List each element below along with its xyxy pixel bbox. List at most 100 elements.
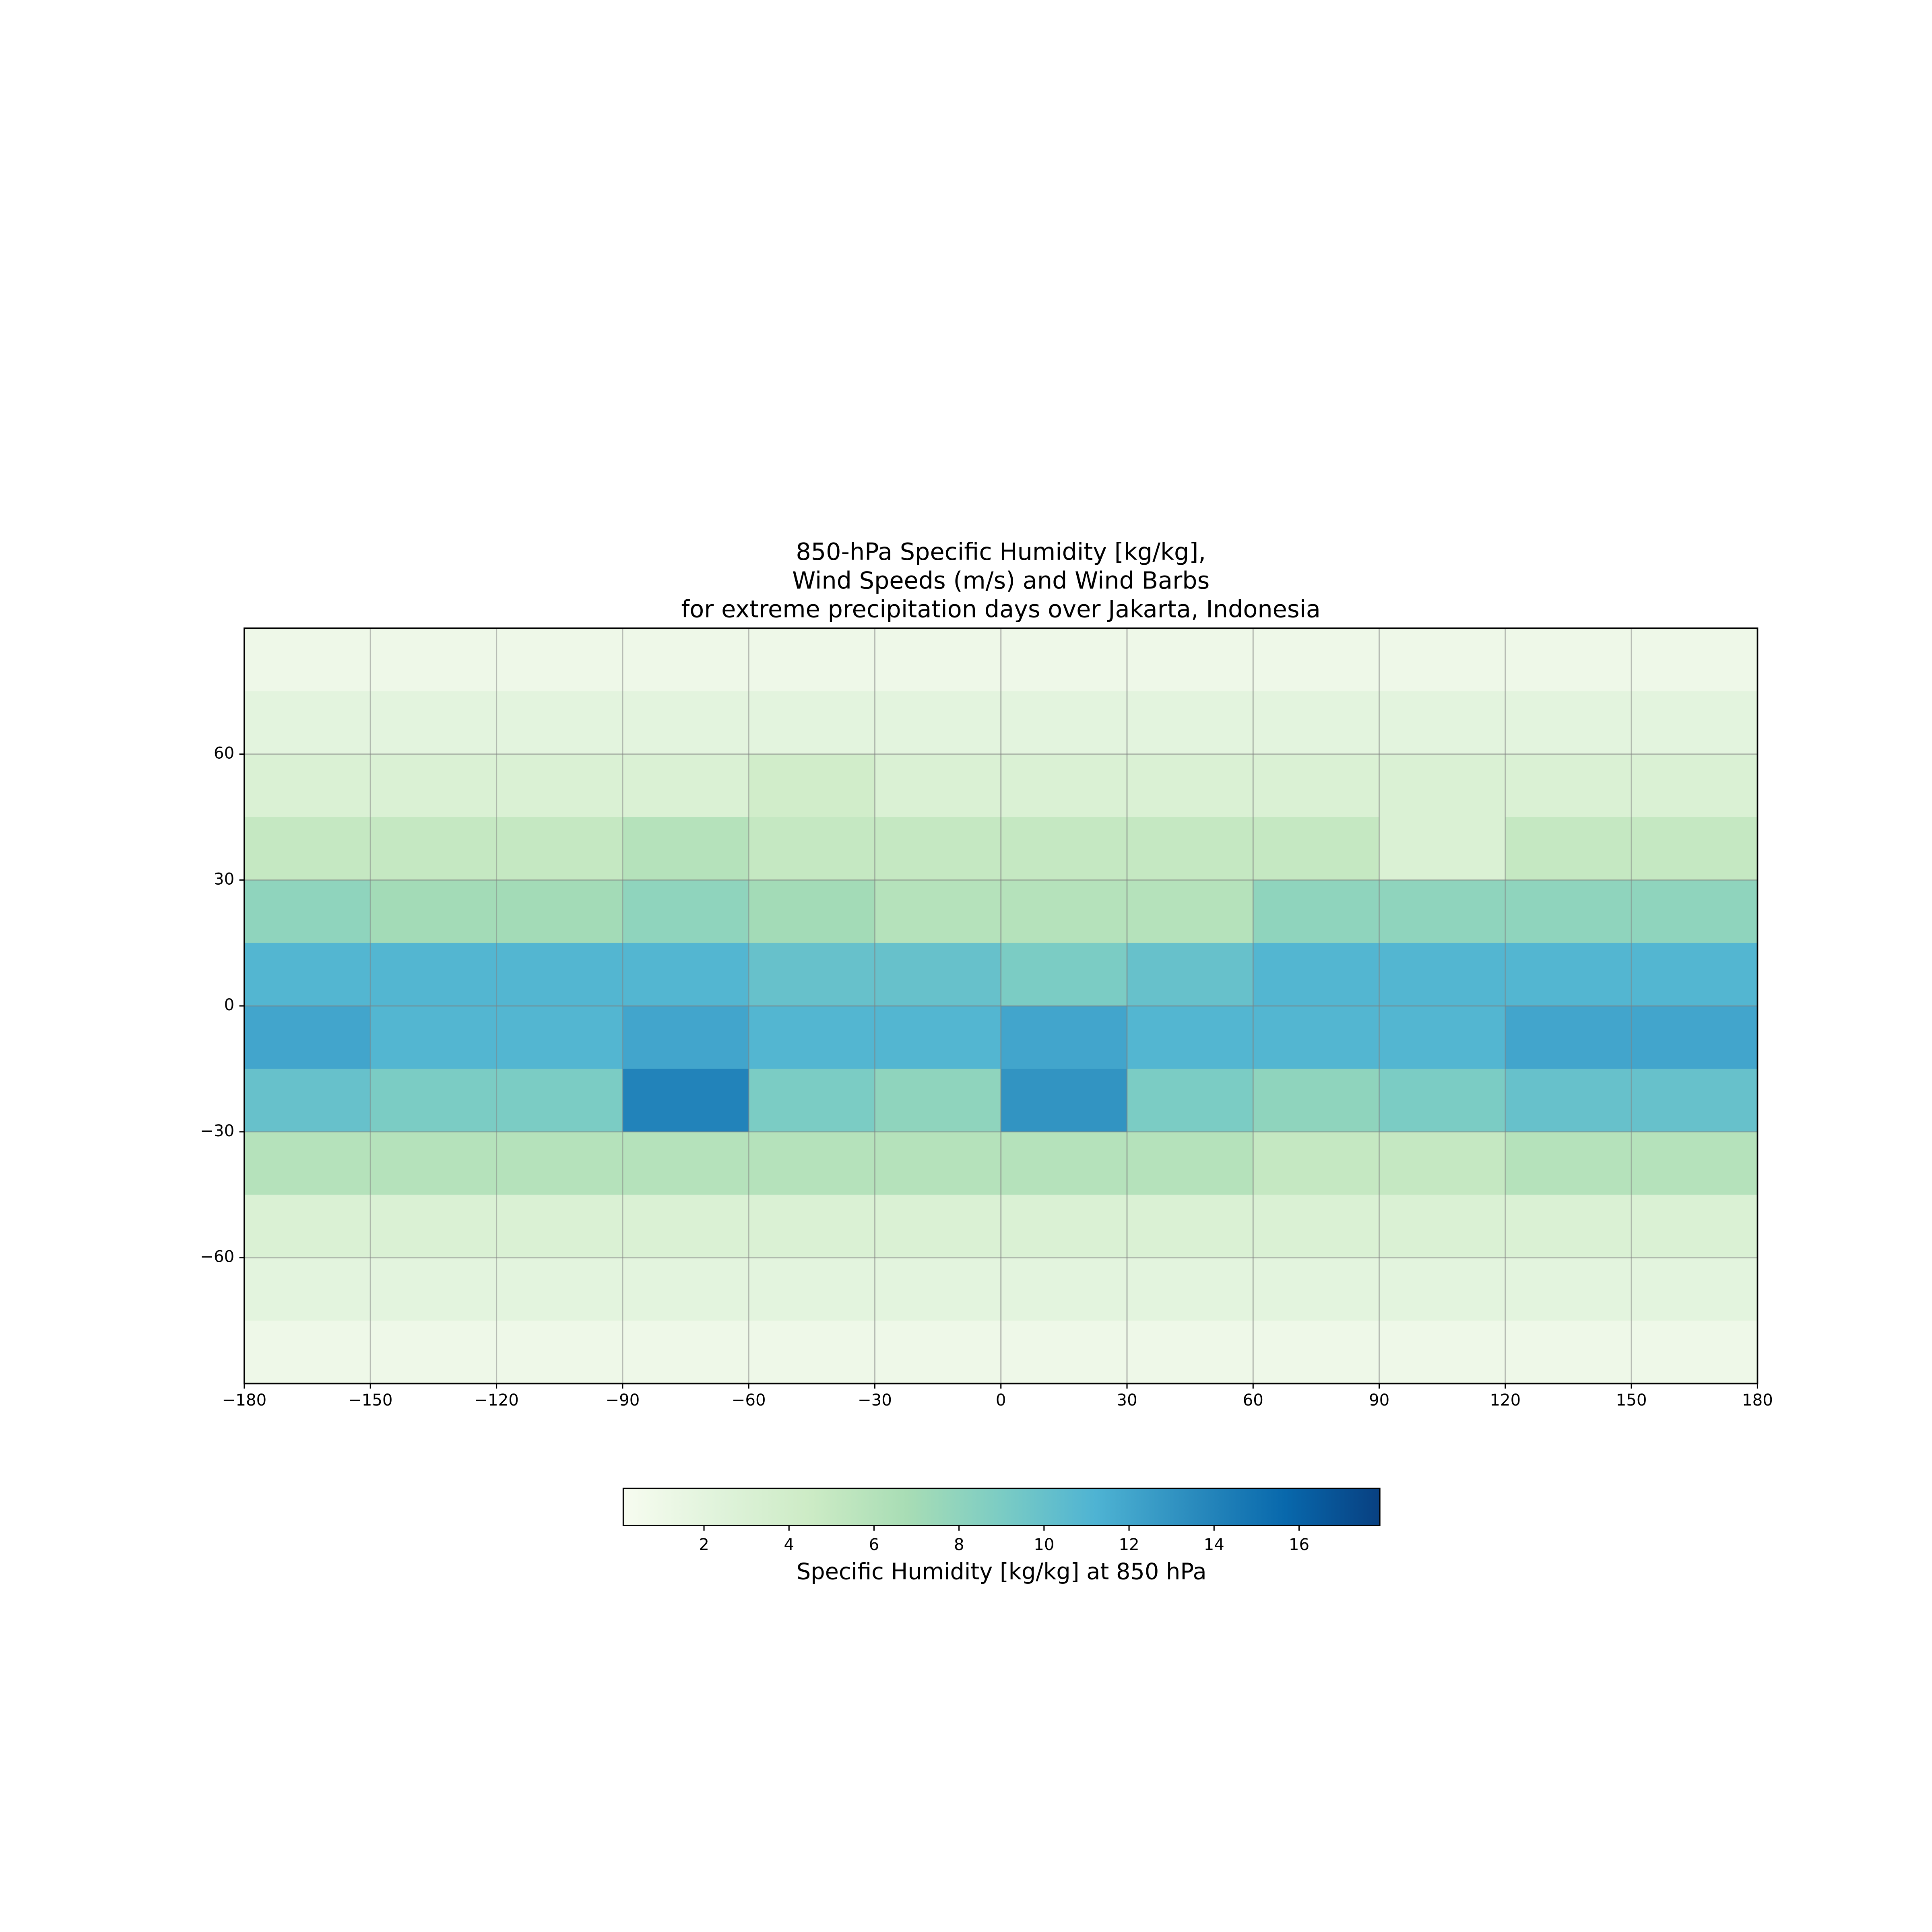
heat-cell (622, 1069, 749, 1133)
x-tick-label: 60 (1243, 1391, 1263, 1410)
heat-cell (1505, 1131, 1632, 1195)
heat-cell (496, 1321, 623, 1384)
heat-cell (1001, 817, 1128, 881)
heat-cell (496, 1006, 623, 1070)
heat-cell (1631, 1257, 1758, 1321)
heat-cell (1127, 1257, 1254, 1321)
heat-cell (1379, 1006, 1506, 1070)
heat-cell (1379, 817, 1506, 881)
heat-cell (1001, 1321, 1128, 1384)
heat-cell (622, 1131, 749, 1195)
heat-cell (1631, 628, 1758, 692)
heat-cell (1253, 1321, 1380, 1384)
heat-cell (1001, 880, 1128, 944)
heat-cell (875, 691, 1002, 755)
heat-cell (496, 628, 623, 692)
heat-cell (244, 754, 371, 818)
heat-cell (749, 1069, 875, 1133)
heat-cell (1379, 1321, 1506, 1384)
chart-title: 850-hPa Specific Humidity [kg/kg], (796, 538, 1206, 566)
heat-cell (1505, 817, 1632, 881)
heat-cell (1253, 628, 1380, 692)
x-tick-label: 180 (1742, 1391, 1773, 1410)
chart-title: Wind Speeds (m/s) and Wind Barbs (792, 566, 1210, 594)
heat-cell (749, 1257, 875, 1321)
heat-cell (1253, 943, 1380, 1007)
heat-cell (370, 880, 497, 944)
heat-cell (370, 1006, 497, 1070)
heat-cell (1505, 754, 1632, 818)
heat-cell (370, 628, 497, 692)
heat-cell (749, 691, 875, 755)
x-tick-label: −150 (348, 1391, 393, 1410)
heat-cell (1379, 628, 1506, 692)
heat-cell (622, 628, 749, 692)
heat-cell (244, 628, 371, 692)
heat-cell (370, 943, 497, 1007)
heat-cell (1253, 1006, 1380, 1070)
heat-cell (496, 880, 623, 944)
heat-cell (1631, 1069, 1758, 1133)
heat-cell (370, 1069, 497, 1133)
heat-cell (1253, 1257, 1380, 1321)
heat-cell (1127, 628, 1254, 692)
heat-cell (875, 1069, 1002, 1133)
heat-cell (622, 943, 749, 1007)
heat-cell (496, 1195, 623, 1259)
heat-cell (1127, 1321, 1254, 1384)
colorbar-label: Specific Humidity [kg/kg] at 850 hPa (797, 1558, 1207, 1585)
heat-cell (1505, 880, 1632, 944)
x-tick-label: −90 (605, 1391, 640, 1410)
heat-cell (875, 880, 1002, 944)
heat-cell (1127, 1131, 1254, 1195)
heat-cell (1127, 880, 1254, 944)
heat-cell (244, 691, 371, 755)
heat-cell (1127, 1195, 1254, 1259)
heat-cell (749, 817, 875, 881)
heat-cell (1379, 1195, 1506, 1259)
heat-cell (496, 1069, 623, 1133)
heat-cell (1379, 1257, 1506, 1321)
heat-cell (496, 1131, 623, 1195)
heat-cell (749, 880, 875, 944)
heat-cell (244, 1195, 371, 1259)
x-tick-label: 150 (1616, 1391, 1647, 1410)
colorbar-tick-label: 10 (1034, 1536, 1054, 1554)
heat-cell (1253, 754, 1380, 818)
x-tick-label: −60 (732, 1391, 766, 1410)
colorbar (622, 1488, 1381, 1526)
heat-cell (622, 1257, 749, 1321)
plot-frame (244, 627, 1759, 1385)
heat-cell (244, 943, 371, 1007)
colorbar-tick-label: 8 (954, 1536, 964, 1554)
x-tick-label: −180 (222, 1391, 267, 1410)
heat-cell (496, 1257, 623, 1321)
heat-cell (1001, 628, 1128, 692)
heat-cell (1631, 880, 1758, 944)
heat-cell (875, 1131, 1002, 1195)
heat-cell (622, 817, 749, 881)
heat-cell (370, 1257, 497, 1321)
heat-cell (1253, 691, 1380, 755)
heat-cell (1001, 691, 1128, 755)
heat-cell (1001, 754, 1128, 818)
heat-cell (244, 1131, 371, 1195)
heat-cell (1505, 691, 1632, 755)
heat-cell (244, 1069, 371, 1133)
y-tick-label: −60 (200, 1248, 234, 1266)
heat-cell (370, 817, 497, 881)
heat-cell (1001, 1006, 1128, 1070)
heat-cell (875, 943, 1002, 1007)
heat-cell (496, 754, 623, 818)
y-tick-label: 0 (224, 996, 235, 1014)
heat-cell (370, 1321, 497, 1384)
heat-cell (749, 943, 875, 1007)
heat-cell (1505, 943, 1632, 1007)
heatmap (244, 628, 1758, 1384)
heat-cell (1631, 1131, 1758, 1195)
heat-cell (244, 1006, 371, 1070)
heat-cell (1631, 943, 1758, 1007)
heat-cell (1127, 943, 1254, 1007)
heat-cell (875, 817, 1002, 881)
heat-cell (1505, 628, 1632, 692)
